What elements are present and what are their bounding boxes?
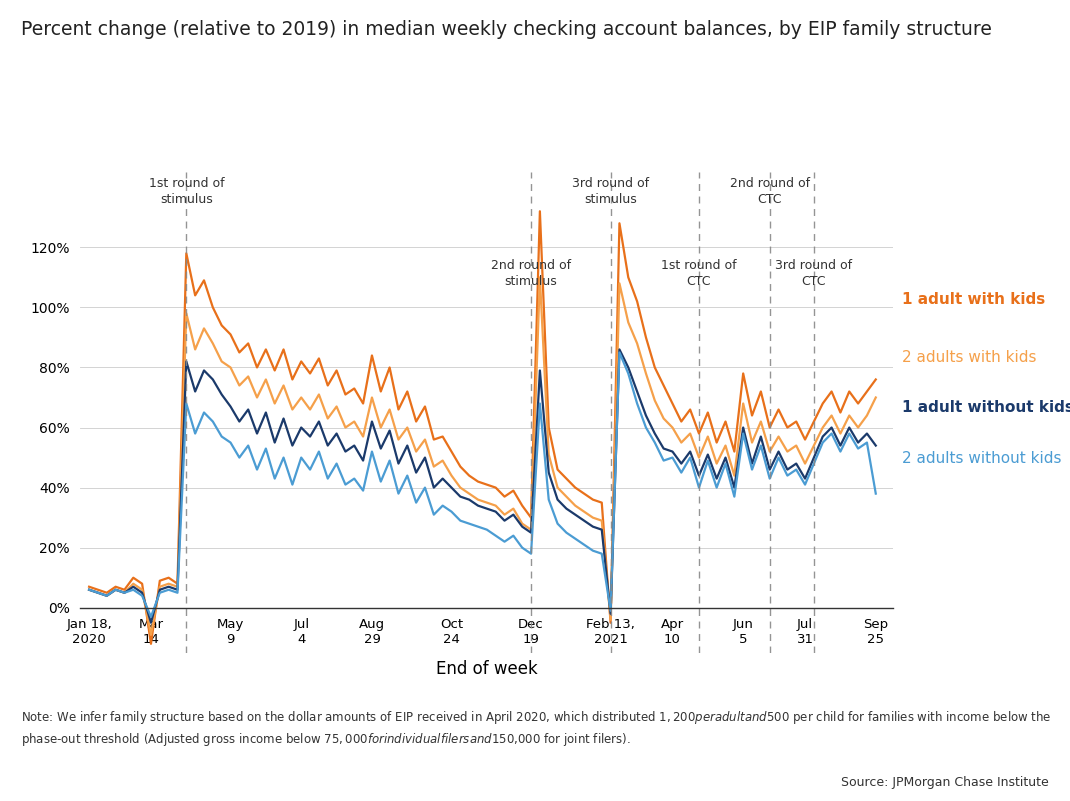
Text: 2nd round of
stimulus: 2nd round of stimulus	[491, 259, 571, 288]
Text: Note: We infer family structure based on the dollar amounts of EIP received in A: Note: We infer family structure based on…	[21, 709, 1052, 747]
Text: 3rd round of
stimulus: 3rd round of stimulus	[572, 177, 649, 206]
Text: Percent change (relative to 2019) in median weekly checking account balances, by: Percent change (relative to 2019) in med…	[21, 20, 992, 39]
X-axis label: End of week: End of week	[435, 660, 538, 678]
Text: 1 adult without kids: 1 adult without kids	[902, 400, 1070, 415]
Text: 3rd round of
CTC: 3rd round of CTC	[776, 259, 853, 288]
Text: 1 adult with kids: 1 adult with kids	[902, 292, 1044, 307]
Text: 1st round of
CTC: 1st round of CTC	[661, 259, 737, 288]
Text: Source: JPMorgan Chase Institute: Source: JPMorgan Chase Institute	[841, 776, 1049, 789]
Text: 1st round of
stimulus: 1st round of stimulus	[149, 177, 224, 206]
Text: 2 adults with kids: 2 adults with kids	[902, 350, 1036, 364]
Text: 2 adults without kids: 2 adults without kids	[902, 451, 1061, 465]
Text: 2nd round of
CTC: 2nd round of CTC	[730, 177, 810, 206]
